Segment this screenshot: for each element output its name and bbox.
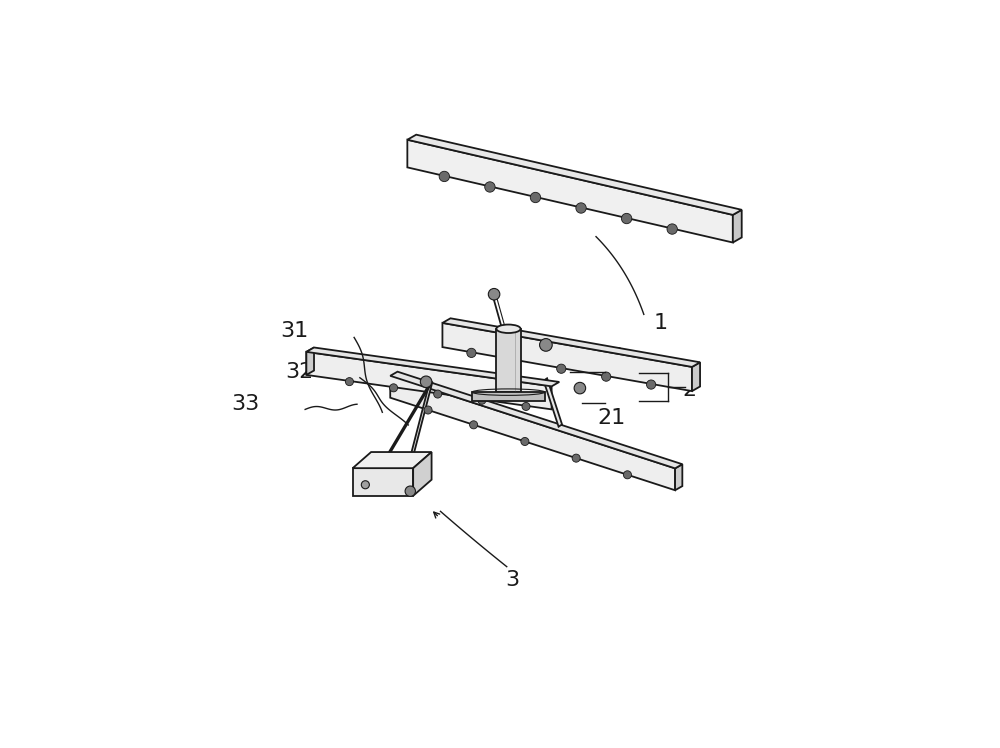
Circle shape <box>667 224 677 234</box>
Polygon shape <box>675 465 682 490</box>
Circle shape <box>530 192 541 203</box>
Polygon shape <box>390 375 675 490</box>
Circle shape <box>576 203 586 213</box>
Circle shape <box>540 339 552 352</box>
Text: 31: 31 <box>280 320 308 340</box>
Circle shape <box>434 390 442 398</box>
Circle shape <box>522 402 530 411</box>
Circle shape <box>647 380 656 389</box>
Text: 1: 1 <box>654 313 668 333</box>
Text: 33: 33 <box>231 393 259 414</box>
Circle shape <box>390 384 398 392</box>
Circle shape <box>621 213 632 224</box>
Circle shape <box>345 378 353 386</box>
Text: 2: 2 <box>682 381 697 400</box>
Polygon shape <box>407 140 733 242</box>
Circle shape <box>572 454 580 462</box>
Polygon shape <box>306 352 552 409</box>
Circle shape <box>602 372 611 381</box>
Text: 3: 3 <box>505 571 520 590</box>
Circle shape <box>478 396 486 404</box>
Circle shape <box>470 421 478 429</box>
Polygon shape <box>496 329 521 392</box>
Polygon shape <box>306 348 314 375</box>
Text: 22: 22 <box>597 347 626 367</box>
Polygon shape <box>692 362 700 391</box>
Circle shape <box>623 470 631 479</box>
Circle shape <box>361 481 369 488</box>
Circle shape <box>405 486 415 497</box>
Circle shape <box>485 182 495 192</box>
Text: 32: 32 <box>286 362 314 382</box>
Polygon shape <box>390 372 682 468</box>
Polygon shape <box>472 392 545 402</box>
Text: 21: 21 <box>597 408 626 428</box>
Polygon shape <box>408 381 432 467</box>
Circle shape <box>424 406 432 414</box>
Circle shape <box>574 382 586 394</box>
Circle shape <box>512 356 521 366</box>
Polygon shape <box>306 348 559 386</box>
Polygon shape <box>353 452 432 468</box>
Circle shape <box>420 376 432 387</box>
Polygon shape <box>413 452 432 496</box>
Polygon shape <box>544 378 562 426</box>
Polygon shape <box>380 381 432 467</box>
Polygon shape <box>442 319 700 367</box>
Circle shape <box>488 289 500 300</box>
Circle shape <box>439 171 450 182</box>
Circle shape <box>521 438 529 446</box>
Circle shape <box>467 349 476 358</box>
Polygon shape <box>733 209 742 242</box>
Polygon shape <box>442 323 692 391</box>
Polygon shape <box>353 468 413 496</box>
Circle shape <box>557 364 566 373</box>
Polygon shape <box>407 135 742 215</box>
Ellipse shape <box>496 325 521 333</box>
